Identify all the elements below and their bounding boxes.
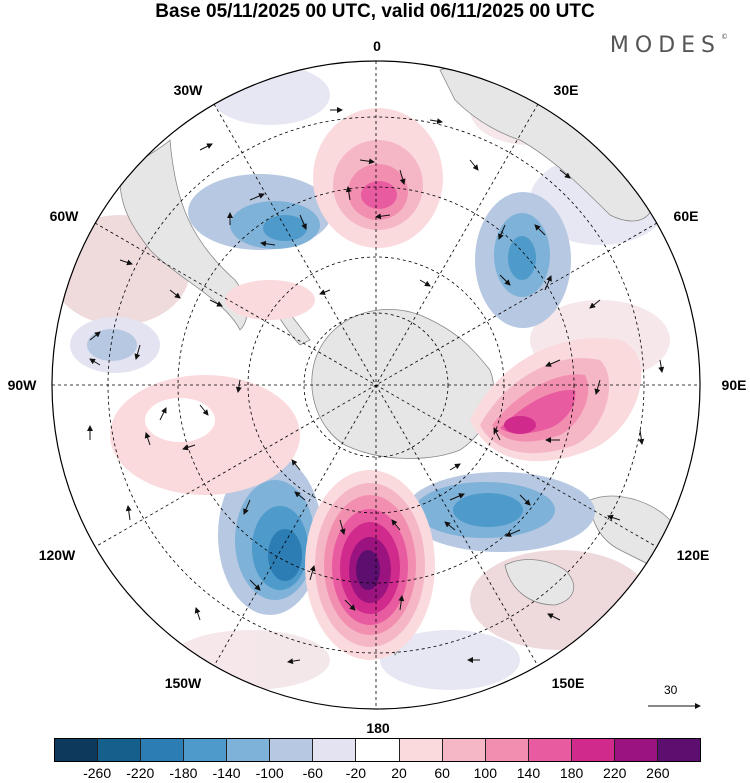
polar-map: 0 30E 60E 90E 120E 150E 180 150W 120W 90… bbox=[8, 38, 747, 735]
colorbar bbox=[54, 738, 701, 762]
lon-label-150w: 150W bbox=[165, 675, 202, 691]
colorbar-swatch bbox=[399, 739, 443, 761]
colorbar-swatch bbox=[313, 739, 357, 761]
colorbar-tick-label: -260 bbox=[83, 765, 112, 781]
lon-label-30w: 30W bbox=[174, 82, 204, 98]
map-title: Base 05/11/2025 00 UTC, valid 06/11/2025… bbox=[155, 1, 595, 22]
lon-label-150e: 150E bbox=[552, 675, 585, 691]
lon-label-30e: 30E bbox=[554, 82, 579, 98]
colorbar-swatch bbox=[98, 739, 142, 761]
lon-label-120e: 120E bbox=[677, 547, 710, 563]
lon-label-60w: 60W bbox=[50, 208, 80, 224]
wind-vectors bbox=[87, 107, 665, 665]
colorbar-swatch bbox=[571, 739, 615, 761]
colorbar-swatch bbox=[227, 739, 271, 761]
lon-label-0: 0 bbox=[373, 38, 381, 54]
map-boundary bbox=[51, 60, 701, 710]
lon-label-120w: 120W bbox=[39, 547, 76, 563]
colorbar-tick-label: 220 bbox=[603, 765, 627, 781]
graticule bbox=[52, 61, 700, 709]
brand-mark: © bbox=[721, 33, 728, 41]
lon-label-90e: 90E bbox=[722, 377, 747, 393]
colorbar-tick-label: 180 bbox=[559, 765, 584, 781]
lon-label-60e: 60E bbox=[674, 208, 699, 224]
colorbar-tick-label: 100 bbox=[473, 765, 498, 781]
colorbar-tick-label: -60 bbox=[302, 765, 323, 781]
colorbar-swatch bbox=[442, 739, 486, 761]
colorbar-tick-label: -220 bbox=[126, 765, 155, 781]
lon-label-180: 180 bbox=[366, 720, 390, 735]
brand-text: MODES bbox=[609, 33, 721, 58]
colorbar-swatch bbox=[141, 739, 185, 761]
colorbar-swatch bbox=[485, 739, 529, 761]
lon-label-90w: 90W bbox=[8, 377, 38, 393]
colorbar-swatch bbox=[356, 739, 400, 761]
longitude-labels: 0 30E 60E 90E 120E 150E 180 150W 120W 90… bbox=[8, 38, 747, 735]
colorbar-ticks: -260 -220 -180 -140 -100 -60 -20 20 60 100 140 180 2… bbox=[54, 765, 701, 783]
colorbar-swatch bbox=[270, 739, 314, 761]
colorbar-swatch bbox=[55, 739, 99, 761]
colorbar-tick-label: -140 bbox=[212, 765, 241, 781]
colorbar-tick-label: 60 bbox=[434, 765, 450, 781]
colorbar-swatch bbox=[184, 739, 228, 761]
colorbar-swatch bbox=[528, 739, 572, 761]
colorbar-tick-label: 20 bbox=[391, 765, 407, 781]
reference-vector-label: 30 bbox=[664, 683, 678, 697]
colorbar-swatch bbox=[657, 739, 700, 761]
colorbar-tick-label: 140 bbox=[516, 765, 541, 781]
colorbar-swatch bbox=[614, 739, 658, 761]
modes-logo: MODES© bbox=[610, 33, 728, 58]
colorbar-tick-label: -100 bbox=[255, 765, 284, 781]
colorbar-tick-label: 260 bbox=[646, 765, 670, 781]
colorbar-tick-label: -20 bbox=[345, 765, 367, 781]
colorbar-tick-label: -180 bbox=[169, 765, 198, 781]
positive-anomalies bbox=[110, 108, 642, 660]
